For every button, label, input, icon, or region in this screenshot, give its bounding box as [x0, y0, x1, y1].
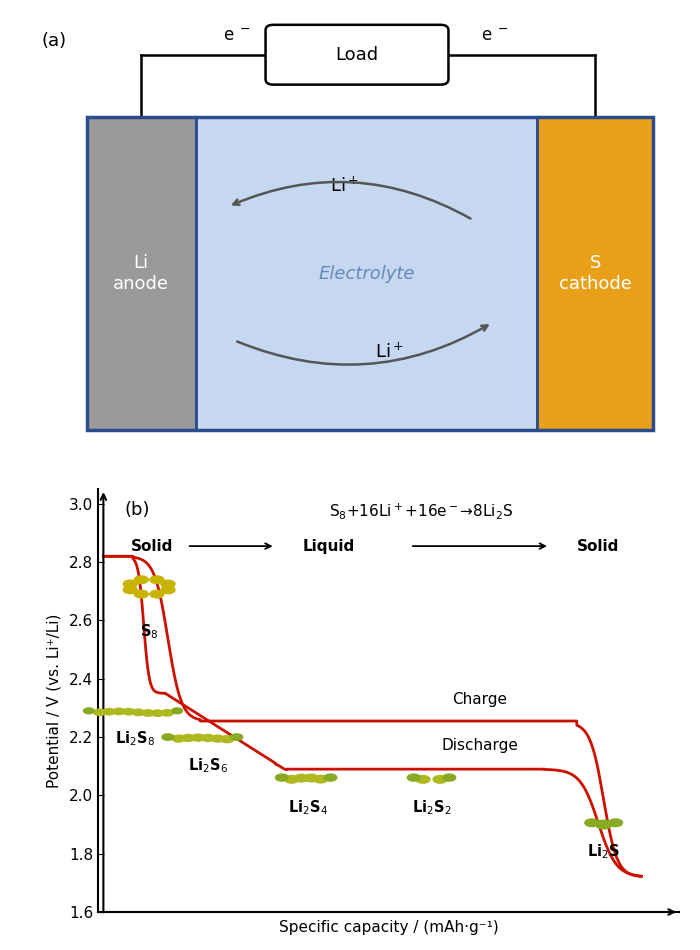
Text: (b): (b): [125, 501, 150, 519]
Circle shape: [83, 708, 94, 713]
Circle shape: [295, 774, 308, 782]
Bar: [196, 117, 538, 429]
Text: Discharge: Discharge: [442, 738, 519, 753]
Bar: [538, 117, 653, 429]
Circle shape: [220, 735, 234, 743]
Circle shape: [161, 580, 175, 588]
Circle shape: [192, 734, 204, 741]
Text: Li$_2$S$_6$: Li$_2$S$_6$: [188, 756, 228, 774]
Text: −: −: [240, 23, 251, 36]
Text: Solid: Solid: [577, 539, 620, 554]
Text: Li
anode: Li anode: [113, 254, 169, 293]
Circle shape: [304, 774, 318, 782]
Circle shape: [443, 774, 456, 781]
Circle shape: [407, 774, 420, 781]
Text: Charge: Charge: [452, 692, 507, 707]
Circle shape: [123, 580, 137, 588]
Circle shape: [172, 708, 183, 713]
Circle shape: [276, 774, 288, 781]
Text: Li$^+$: Li$^+$: [330, 177, 358, 196]
Circle shape: [608, 819, 622, 826]
Circle shape: [152, 710, 164, 716]
Y-axis label: Potential / V (vs. Li⁺/Li): Potential / V (vs. Li⁺/Li): [47, 614, 62, 788]
Circle shape: [202, 734, 214, 741]
Text: Solid: Solid: [131, 539, 174, 554]
Circle shape: [182, 734, 195, 741]
Circle shape: [433, 775, 447, 783]
Circle shape: [172, 735, 185, 742]
FancyBboxPatch shape: [265, 25, 449, 85]
Text: e: e: [481, 26, 491, 44]
Circle shape: [324, 774, 337, 781]
Text: Li$^+$: Li$^+$: [374, 342, 404, 361]
Text: S$_8$: S$_8$: [140, 622, 158, 640]
Circle shape: [134, 576, 148, 583]
Circle shape: [231, 733, 243, 740]
Circle shape: [162, 733, 174, 740]
Bar: [87, 117, 653, 429]
Text: Li$_2$S$_8$: Li$_2$S$_8$: [115, 730, 155, 749]
Circle shape: [132, 709, 144, 715]
Circle shape: [150, 590, 164, 598]
Circle shape: [142, 710, 154, 716]
Circle shape: [314, 775, 328, 783]
Text: Li$_2$S$_2$: Li$_2$S$_2$: [412, 798, 452, 817]
Text: Liquid: Liquid: [302, 539, 355, 554]
Text: Electrolyte: Electrolyte: [318, 264, 415, 282]
Bar: [87, 117, 196, 429]
Text: e: e: [223, 26, 233, 44]
Circle shape: [104, 709, 116, 714]
Circle shape: [211, 735, 224, 742]
Circle shape: [122, 709, 134, 715]
Circle shape: [416, 775, 430, 783]
Circle shape: [161, 586, 175, 594]
Text: Load: Load: [335, 46, 379, 64]
X-axis label: Specific capacity / (mAh·g⁻¹): Specific capacity / (mAh·g⁻¹): [279, 921, 498, 936]
Circle shape: [113, 708, 125, 714]
Text: S$_8$+16Li$^+$+16e$^-$→8Li$_2$S: S$_8$+16Li$^+$+16e$^-$→8Li$_2$S: [329, 501, 514, 521]
Circle shape: [585, 819, 598, 826]
Circle shape: [134, 590, 148, 598]
Circle shape: [285, 775, 299, 783]
Text: S
cathode: S cathode: [559, 254, 631, 293]
Text: (a): (a): [41, 32, 66, 50]
Text: Li$_2$S$_4$: Li$_2$S$_4$: [288, 798, 328, 817]
Circle shape: [150, 576, 164, 583]
Text: Li$_2$S: Li$_2$S: [587, 842, 620, 861]
Circle shape: [596, 820, 612, 829]
Circle shape: [123, 586, 137, 594]
Text: −: −: [498, 23, 508, 36]
Circle shape: [94, 709, 106, 715]
Circle shape: [162, 710, 174, 716]
